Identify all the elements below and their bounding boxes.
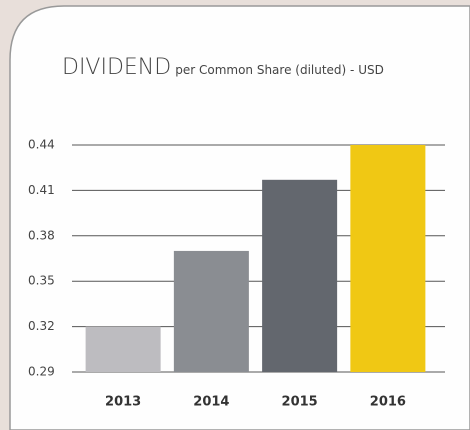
y-tick-label: 0.35 <box>28 274 55 288</box>
bar <box>173 250 249 372</box>
title: DIVIDEND <box>62 55 171 80</box>
y-tick-label: 0.44 <box>28 138 55 152</box>
chart-title: DIVIDEND per Common Share (diluted) - USD <box>62 55 384 80</box>
bar <box>350 145 426 372</box>
y-tick-label: 0.32 <box>28 319 55 333</box>
x-tick-label: 2013 <box>105 395 141 410</box>
y-tick-label: 0.41 <box>28 183 55 197</box>
y-tick-label: 0.29 <box>28 365 55 379</box>
subtitle: per Common Share (diluted) - USD <box>175 63 384 77</box>
bar <box>85 326 161 372</box>
bar <box>262 179 338 372</box>
x-tick-label: 2014 <box>193 395 229 410</box>
y-tick-label: 0.38 <box>28 228 55 242</box>
x-tick-label: 2016 <box>370 395 406 410</box>
x-tick-label: 2015 <box>282 395 318 410</box>
